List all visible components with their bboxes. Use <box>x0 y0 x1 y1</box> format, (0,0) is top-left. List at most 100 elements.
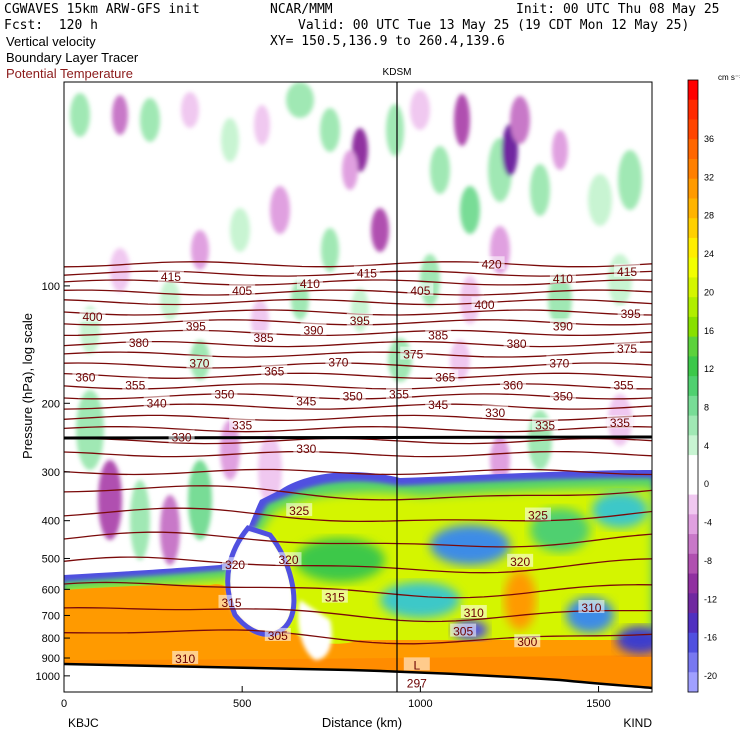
theta-label: 385 <box>428 328 448 342</box>
colorbar-label: 12 <box>704 364 714 374</box>
theta-contour <box>64 581 652 599</box>
theta-label-bg <box>610 377 637 391</box>
y-tick-label: 900 <box>42 653 60 665</box>
theta-label: 330 <box>485 406 505 420</box>
x-tick-label: 1000 <box>408 698 432 710</box>
theta-label: 415 <box>161 270 181 284</box>
theta-label: 310 <box>175 652 195 666</box>
xsection-endpoints: XY= 150.5,136.9 to 260.4,139.6 <box>270 34 505 49</box>
theta-label-bg <box>606 415 633 429</box>
field-label-boundary-tracer: Boundary Layer Tracer <box>6 50 139 65</box>
theta-contour <box>64 329 652 337</box>
theta-label-bg <box>346 312 373 326</box>
y-axis-label: Pressure (hPa), log scale <box>20 313 35 459</box>
colorbar-swatch <box>688 99 698 120</box>
right-endpoint-label: KIND <box>623 716 652 730</box>
theta-label: 310 <box>464 606 484 620</box>
theta-label: 310 <box>581 601 601 615</box>
theta-label-bg <box>549 318 576 332</box>
colorbar-swatch <box>688 632 698 654</box>
theta-contour <box>64 507 652 523</box>
colorbar-swatch <box>688 652 698 673</box>
theta-label-bg <box>293 441 320 455</box>
theta-label-bg <box>172 650 199 664</box>
theta-label: 350 <box>214 388 234 402</box>
theta-label: 320 <box>225 558 245 572</box>
theta-contour <box>64 607 652 623</box>
colorbar-swatch <box>688 316 698 338</box>
colorbar-label: 24 <box>704 249 714 259</box>
colorbar-label: 32 <box>704 172 714 182</box>
colorbar-swatch <box>688 277 698 298</box>
plot-frame <box>63 81 653 693</box>
theta-label-bg <box>578 600 605 614</box>
theta-label: 355 <box>125 378 145 392</box>
theta-label-bg <box>614 340 641 354</box>
theta-label: 335 <box>232 418 252 432</box>
theta-label-bg <box>478 256 505 270</box>
theta-label: 297 <box>407 676 427 690</box>
theta-label-bg <box>122 377 149 391</box>
colorbar-swatch <box>688 514 698 535</box>
y-tick-label: 100 <box>42 281 60 293</box>
theta-label: 325 <box>289 504 309 518</box>
colorbar-frame <box>687 79 699 693</box>
theta-label-bg <box>549 270 576 284</box>
theta-label-bg <box>425 396 452 410</box>
theta-label: 305 <box>268 629 288 643</box>
theta-label: 305 <box>453 625 473 639</box>
theta-label: 345 <box>428 398 448 412</box>
colorbar-swatch <box>688 237 698 259</box>
theta-label-bg <box>482 405 509 419</box>
x-tick-label: 500 <box>233 698 251 710</box>
theta-label: 365 <box>435 371 455 385</box>
theta-label-bg <box>72 369 99 383</box>
theta-label-bg <box>514 634 541 648</box>
tropopause-line <box>64 435 652 440</box>
theta-label: 405 <box>410 284 430 298</box>
theta-label: 300 <box>517 635 537 649</box>
theta-label-bg <box>507 553 534 567</box>
forecast-hour: Fcst: 120 h <box>4 18 98 33</box>
theta-label-bg <box>403 657 430 671</box>
colorbar-label: 28 <box>704 211 714 221</box>
colorbar: 36 32 28 24 20 16 12 8 4 0 -4 -8 -12 -16 -20 <box>687 79 717 693</box>
theta-label-bg <box>168 429 195 443</box>
y-tick-label: 600 <box>42 584 60 596</box>
theta-label-bg <box>229 417 256 431</box>
theta-contour <box>64 468 652 476</box>
theta-label: 360 <box>503 378 523 392</box>
theta-label: 340 <box>147 396 167 410</box>
theta-label: 335 <box>535 418 555 432</box>
theta-label-bg <box>218 594 245 608</box>
colorbar-label: 36 <box>704 134 714 144</box>
theta-label: 365 <box>264 365 284 379</box>
theta-label: 385 <box>254 331 274 345</box>
colorbar-swatch <box>688 534 698 555</box>
theta-label-bg <box>503 336 530 350</box>
theta-label: 315 <box>221 596 241 610</box>
colorbar-swatch <box>688 672 698 693</box>
theta-label: 330 <box>296 442 316 456</box>
y-tick-label: 300 <box>42 467 60 479</box>
terrain-mask <box>64 664 652 692</box>
theta-label-bg <box>211 386 238 400</box>
theta-label-bg <box>407 282 434 296</box>
theta-label-bg <box>261 363 288 377</box>
theta-label-bg <box>275 552 302 566</box>
colorbar-swatch <box>688 613 698 634</box>
theta-label: 395 <box>621 307 641 321</box>
y-tick-label: 200 <box>42 398 60 410</box>
theta-label: 415 <box>617 265 637 279</box>
theta-label: 360 <box>75 371 95 385</box>
y-tick-label: 500 <box>42 553 60 565</box>
theta-label-bg <box>524 507 551 521</box>
theta-contour <box>64 340 652 348</box>
theta-label-bg <box>286 503 313 517</box>
theta-label-bg <box>403 675 430 689</box>
x-axis: 0 500 1000 1500 <box>61 686 611 710</box>
colorbar-label: 4 <box>704 441 709 451</box>
theta-label: 410 <box>553 272 573 286</box>
colorbar-swatch <box>688 494 698 515</box>
theta-label-bg <box>432 369 459 383</box>
